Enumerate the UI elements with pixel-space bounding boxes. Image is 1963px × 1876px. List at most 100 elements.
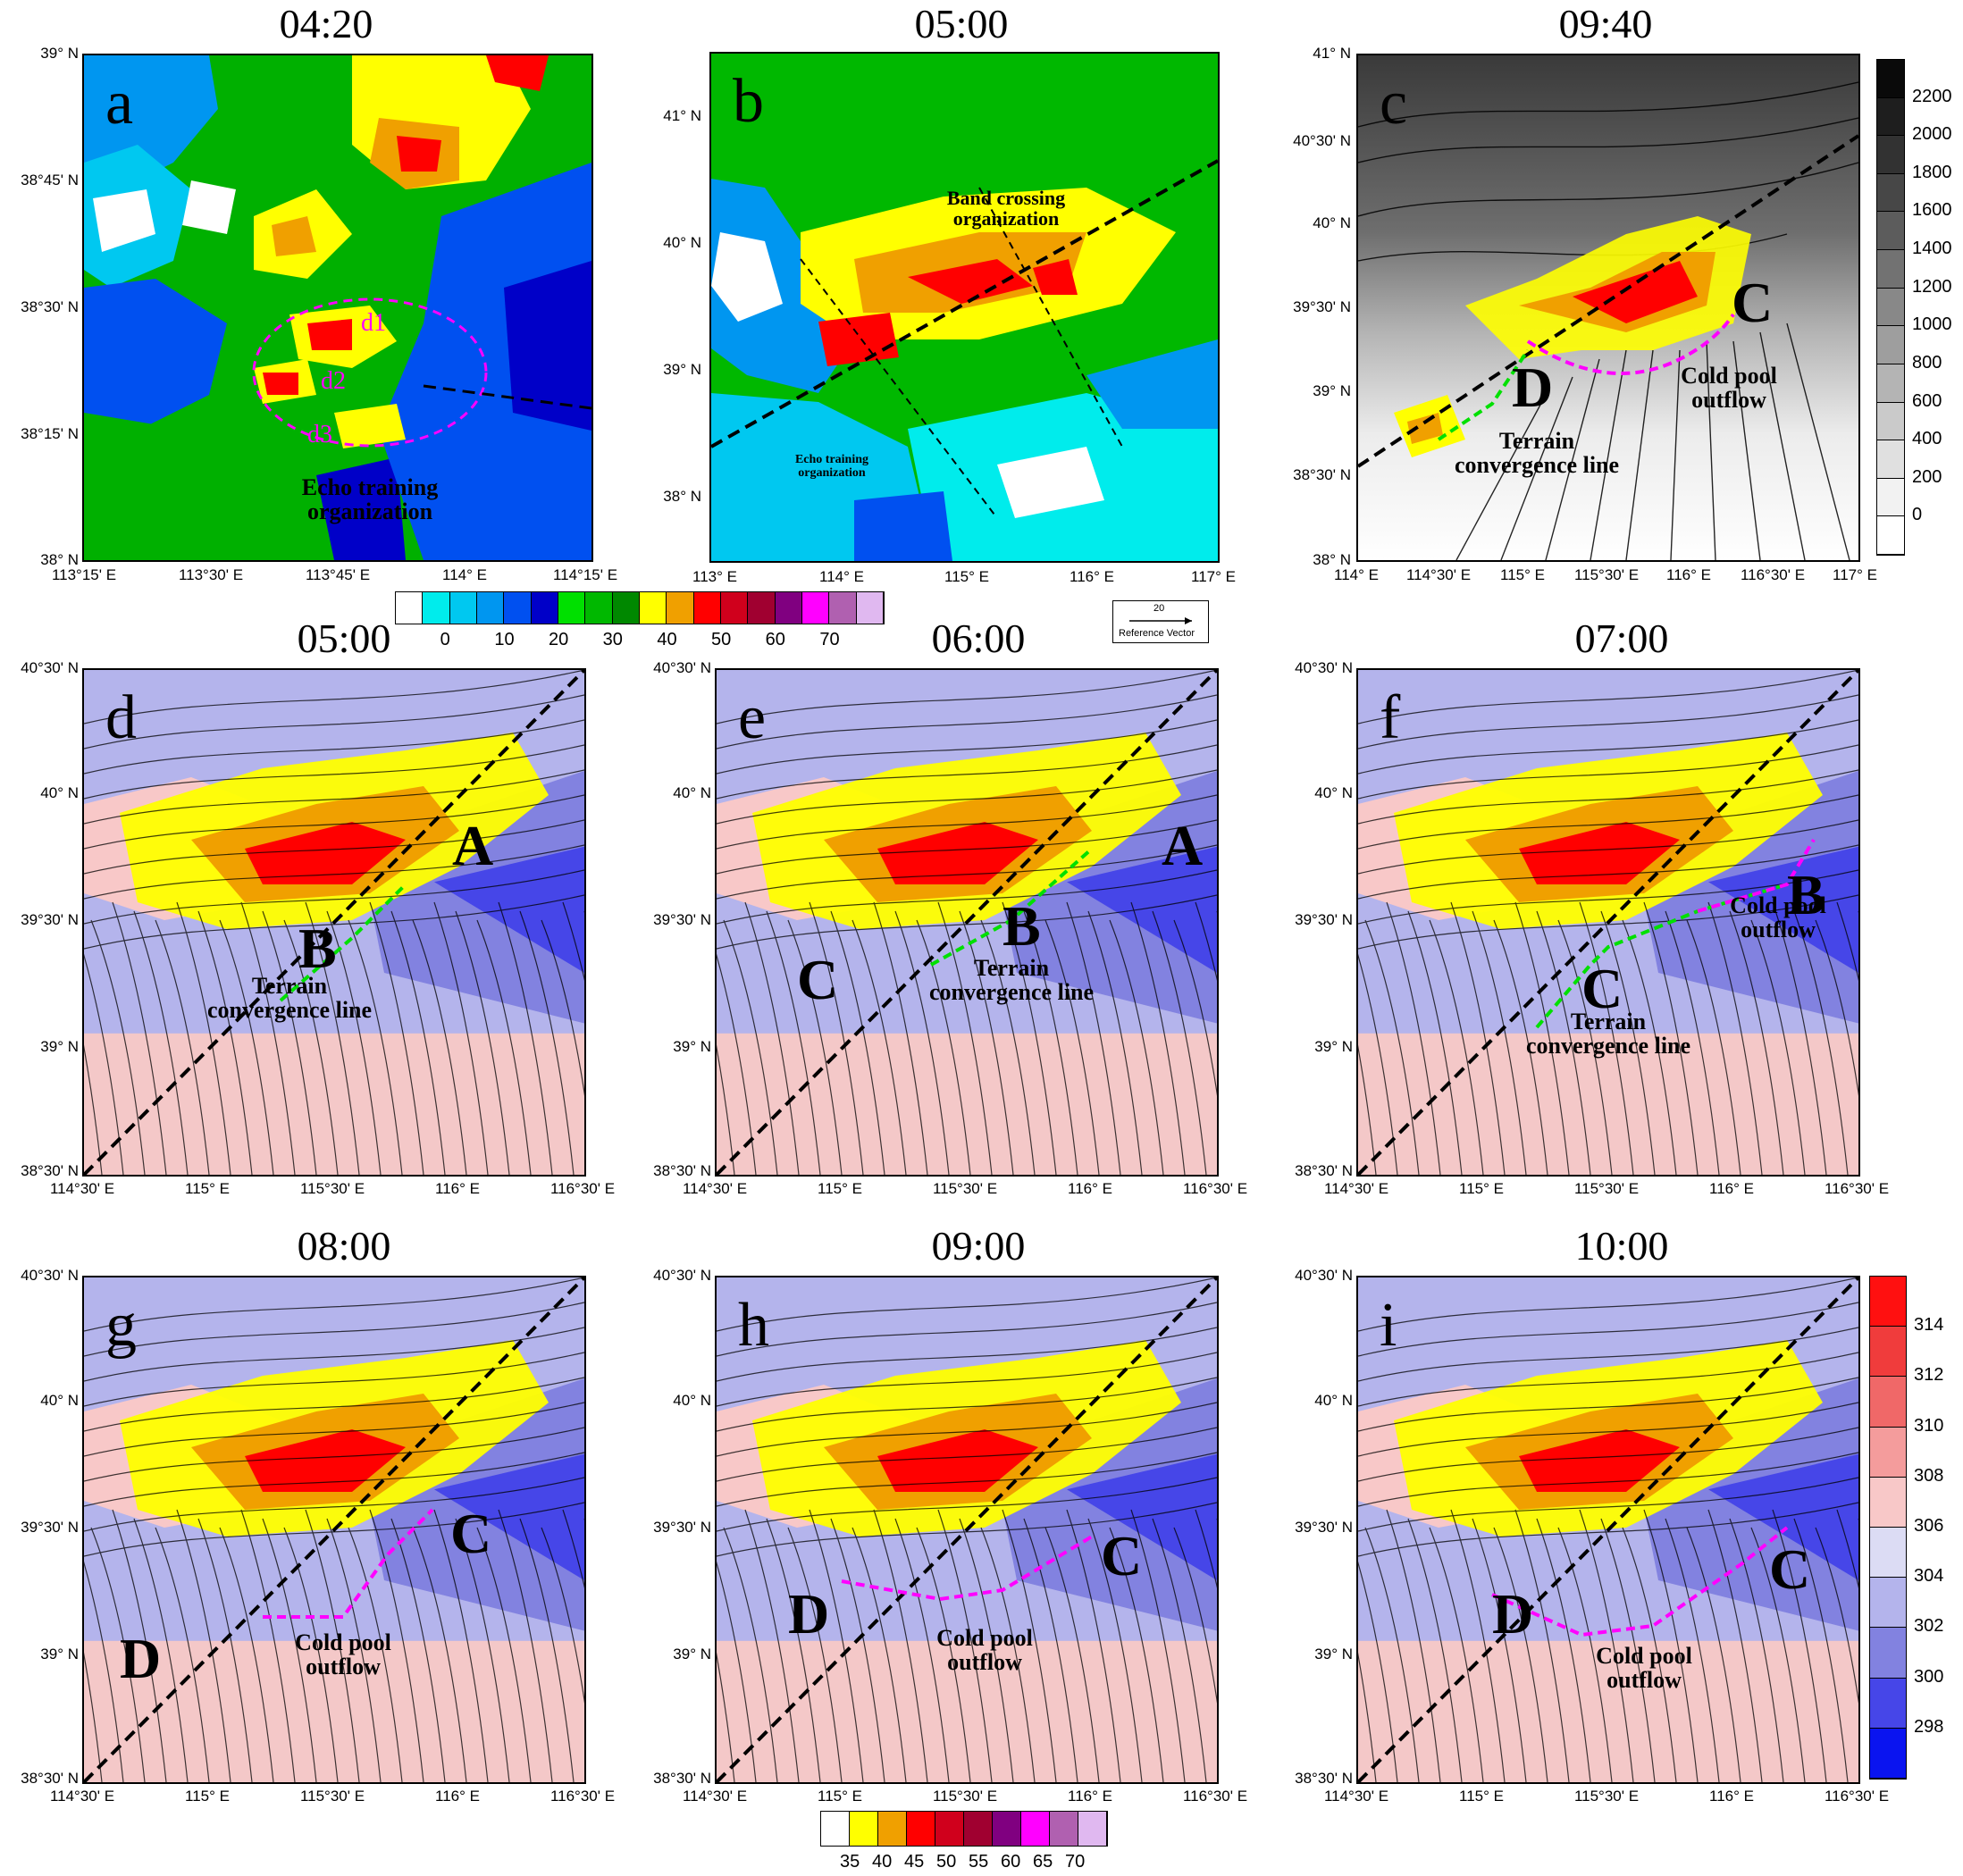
reflectivity-colorbar-bottom-swatch — [935, 1812, 964, 1846]
panel-e-field — [717, 670, 1217, 1175]
terrain-colorbar — [1876, 59, 1905, 556]
panel-a-field — [84, 55, 591, 560]
panel-a-lat-tick: 38° N — [40, 551, 79, 568]
reflectivity-colorbar-bottom — [820, 1811, 1108, 1847]
panel-g-lon-tick: 116°30' E — [549, 1788, 616, 1805]
reflectivity-colorbar-top-swatch — [856, 592, 884, 624]
theta-colorbar-label: 312 — [1914, 1365, 1944, 1386]
reflectivity-colorbar-top-label: 20 — [549, 630, 569, 649]
reflectivity-colorbar-top-swatch — [829, 592, 857, 624]
reflectivity-colorbar-top-swatch — [667, 592, 694, 624]
panel-e-lat-tick: 38°30' N — [653, 1162, 711, 1179]
panel-c-lon-tick: 116° E — [1666, 566, 1711, 583]
panel-e-lat-tick: 39°30' N — [653, 911, 711, 928]
panel-b-lon-tick: 114° E — [819, 568, 864, 585]
reference-vector-box: 20 Reference Vector — [1112, 600, 1209, 643]
panel-b-letter: b — [733, 67, 764, 136]
panel-b-lon-tick: 117° E — [1191, 568, 1236, 585]
reflectivity-colorbar-top — [395, 591, 885, 624]
panel-e-lon-tick: 116°30' E — [1182, 1180, 1248, 1197]
panel-f-field — [1358, 670, 1858, 1175]
label-d1: d1 — [361, 309, 386, 337]
theta-colorbar-swatch — [1870, 1528, 1906, 1579]
theta-colorbar-swatch — [1870, 1678, 1906, 1729]
panel-a-lon-tick: 114° E — [442, 566, 487, 583]
panel-d-lon-tick: 115° E — [185, 1180, 230, 1197]
time-title-e: 06:00 — [931, 616, 1026, 661]
reflectivity-colorbar-top-swatch — [775, 592, 802, 624]
reflectivity-colorbar-bottom-label: 70 — [1065, 1852, 1086, 1872]
panel-h-lat-tick: 39° N — [673, 1646, 711, 1662]
panel-c-field — [1358, 55, 1858, 560]
panel-c-lon-tick: 115° E — [1500, 566, 1545, 583]
panel-d-lon-tick: 115°30' E — [299, 1180, 365, 1197]
reflectivity-colorbar-top-label: 0 — [440, 630, 450, 649]
panel-c-label-d: D — [1512, 356, 1554, 419]
reflectivity-colorbar-bottom-swatch — [850, 1812, 878, 1846]
reflectivity-colorbar-bottom-swatch — [1021, 1812, 1050, 1846]
panel-i-lon-tick: 116°30' E — [1824, 1788, 1890, 1805]
terrain-colorbar-label: 400 — [1912, 429, 1942, 449]
theta-colorbar-swatch — [1870, 1327, 1906, 1378]
terrain-colorbar-label: 800 — [1912, 352, 1942, 373]
label-d2: d2 — [321, 367, 346, 395]
panel-g-lat-tick: 40° N — [40, 1392, 79, 1409]
theta-colorbar-swatch — [1870, 1277, 1906, 1327]
panel-c-map: c C D Cold pool outflow Terrain converge… — [1356, 54, 1860, 562]
theta-colorbar-label: 306 — [1914, 1516, 1944, 1536]
panel-a-lat-tick: 38°15' N — [21, 425, 79, 442]
panel-f-terrain-annotation: Terrain convergence line — [1525, 1009, 1691, 1059]
panel-h-cold-pool-annotation: Cold pool outflow — [936, 1625, 1033, 1676]
panel-d-lat-tick: 39° N — [40, 1038, 79, 1055]
panel-f-cold-pool-annotation: Cold pool outflow — [1730, 892, 1826, 943]
time-title-b: 05:00 — [914, 1, 1009, 46]
panel-d-letter: d — [105, 683, 137, 752]
panel-g-lon-tick: 115°30' E — [299, 1788, 365, 1805]
panel-d-lat-tick: 38°30' N — [21, 1162, 79, 1179]
reflectivity-colorbar-bottom-label: 45 — [904, 1852, 925, 1872]
panel-h-label-c: C — [1101, 1524, 1143, 1587]
panel-h-lat-tick: 38°30' N — [653, 1770, 711, 1787]
panel-g-lon-tick: 114°30' E — [49, 1788, 115, 1805]
panel-g-lat-tick: 39° N — [40, 1646, 79, 1662]
panel-f-lon-tick: 114°30' E — [1323, 1180, 1389, 1197]
theta-colorbar-swatch — [1870, 1578, 1906, 1629]
time-title-f: 07:00 — [1574, 616, 1669, 661]
panel-e-label-b: B — [1002, 894, 1041, 958]
reflectivity-colorbar-bottom-label: 60 — [1001, 1852, 1021, 1872]
terrain-colorbar-label: 2200 — [1912, 86, 1952, 106]
panel-f-lat-tick: 40°30' N — [1295, 659, 1353, 676]
terrain-colorbar-swatch — [1877, 402, 1904, 441]
panel-e-label-c: C — [797, 948, 839, 1011]
reflectivity-colorbar-top-swatch — [748, 592, 776, 624]
terrain-colorbar-label: 1800 — [1912, 162, 1952, 182]
panel-i-label-c: C — [1769, 1537, 1811, 1601]
terrain-colorbar-label: 0 — [1912, 505, 1923, 525]
reflectivity-colorbar-top-swatch — [640, 592, 667, 624]
reflectivity-colorbar-top-swatch — [449, 592, 477, 624]
reflectivity-colorbar-top-label: 10 — [494, 630, 515, 649]
terrain-colorbar-swatch — [1877, 212, 1904, 251]
terrain-colorbar-label: 1000 — [1912, 314, 1952, 335]
panel-c-lon-tick: 114° E — [1334, 566, 1379, 583]
panel-a-lon-tick: 113°30' E — [178, 566, 244, 583]
panel-a-lat-tick: 39° N — [40, 45, 79, 62]
panel-c-lat-tick: 38°30' N — [1293, 466, 1351, 483]
panel-e-map: e A B C Terrain convergence line — [715, 668, 1219, 1177]
panel-g-lon-tick: 115° E — [185, 1788, 230, 1805]
reflectivity-colorbar-top-swatch — [504, 592, 532, 624]
reference-vector-arrow — [1129, 617, 1192, 624]
panel-c-lat-tick: 38° N — [1313, 551, 1351, 568]
terrain-colorbar-label: 2000 — [1912, 124, 1952, 145]
panel-e-lat-tick: 40°30' N — [653, 659, 711, 676]
time-title-h: 09:00 — [931, 1223, 1026, 1269]
reflectivity-colorbar-top-label: 70 — [819, 630, 840, 649]
panel-e-lon-tick: 114°30' E — [682, 1180, 748, 1197]
panel-h-map: h C D Cold pool outflow — [715, 1276, 1219, 1784]
theta-colorbar-label: 302 — [1914, 1616, 1944, 1637]
panel-i-lon-tick: 115°30' E — [1573, 1788, 1640, 1805]
theta-colorbar-swatch — [1870, 1427, 1906, 1478]
reflectivity-colorbar-bottom-swatch — [821, 1812, 850, 1846]
panel-h-label-d: D — [788, 1582, 830, 1646]
panel-h-lat-tick: 40°30' N — [653, 1267, 711, 1284]
